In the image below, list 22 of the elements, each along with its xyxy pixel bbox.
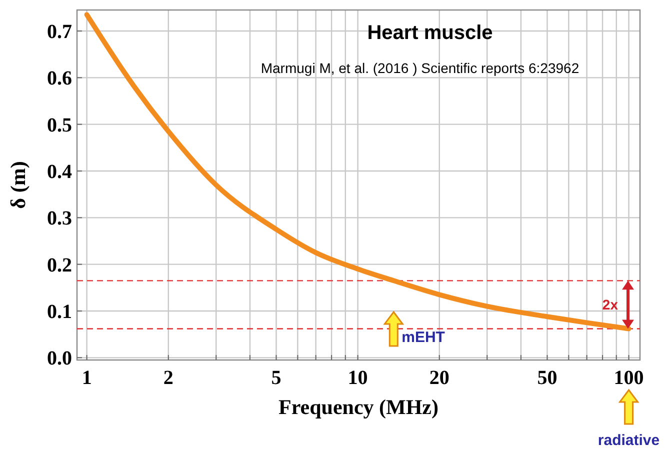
y-tick-label: 0.6 <box>47 68 72 90</box>
x-tick-label: 5 <box>271 367 282 389</box>
y-tick-label: 0.5 <box>47 114 72 136</box>
x-tick-label: 2 <box>163 367 174 389</box>
x-tick-label: 100 <box>614 367 644 389</box>
x-tick-label: 50 <box>537 367 558 389</box>
text: Heart muscle <box>367 22 493 44</box>
y-tick-label: 0.0 <box>47 348 72 370</box>
y-axis-title: δ (m) <box>6 161 30 209</box>
y-tick-label: 0.3 <box>47 208 72 230</box>
y-tick-label: 0.4 <box>47 161 72 183</box>
y-tick-label: 0.2 <box>47 254 72 276</box>
y-tick-label: 0.1 <box>47 301 72 323</box>
text: radiative <box>598 432 660 449</box>
text: Marmugi M, et al. (2016 ) Scientific reports 6:23962 <box>260 60 580 76</box>
x-tick-label: 10 <box>348 367 368 389</box>
annotation: 2x <box>602 296 618 313</box>
annotation: mEHT <box>402 329 445 346</box>
x-tick-label: 20 <box>429 367 450 389</box>
x-tick-label: 1 <box>82 367 92 389</box>
y-tick-label: 0.7 <box>47 21 72 43</box>
x-axis-title: Frequency (MHz) <box>278 395 438 419</box>
